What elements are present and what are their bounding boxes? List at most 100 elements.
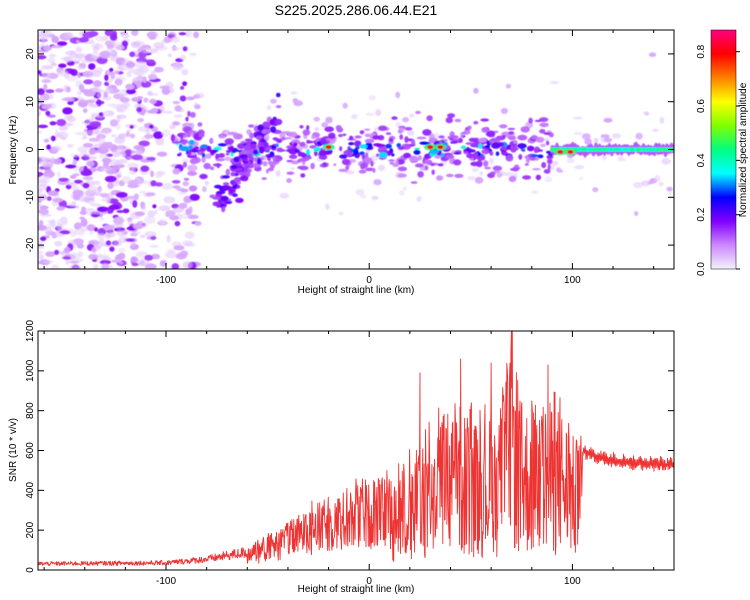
spectrogram-noise-blob <box>634 211 639 216</box>
spectrogram-band-blob <box>188 130 196 133</box>
spectrogram-noise-blob <box>81 136 87 140</box>
spectrogram-noise-blob <box>66 75 78 82</box>
spectrogram-diagonal-blob <box>212 196 221 200</box>
spectrogram-noise-blob <box>38 179 48 187</box>
spectrogram-noise-blob <box>40 236 47 242</box>
spectrogram-noise-blob <box>89 229 94 235</box>
spectrogram-diagonal-blob <box>233 177 241 183</box>
spectrogram-noise-blob <box>54 249 60 255</box>
spectrogram-band-blob <box>370 160 374 167</box>
spectrogram-noise-blob <box>178 202 188 209</box>
spectrogram-band-blob <box>417 155 422 161</box>
spectrogram-noise-blob <box>313 116 321 122</box>
colorbar-scale <box>711 30 736 269</box>
spectrogram-band-blob <box>535 136 545 143</box>
spectrogram-band-blob <box>399 127 404 133</box>
spectrogram-noise-blob <box>88 137 101 142</box>
spectrogram-noise-blob <box>117 114 127 120</box>
spectrogram-band-blob <box>248 124 255 128</box>
spectrogram-noise-blob <box>182 81 188 87</box>
spectrogram-band-blob <box>262 161 268 167</box>
spectrogram-noise-blob <box>48 53 57 58</box>
spectrogram-noise-blob <box>488 157 494 165</box>
spectrogram-band-blob <box>485 145 490 148</box>
spectrogram-band-blob <box>280 131 291 134</box>
spectrogram-noise-blob <box>113 240 122 247</box>
spectrogram-noise-blob <box>153 131 164 140</box>
spectrogram-noise-blob <box>99 259 111 265</box>
spectrogram-noise-blob <box>111 150 120 158</box>
spectrogram-band-blob <box>529 157 536 161</box>
colorbar-tick-label: 0.6 <box>696 99 707 113</box>
spectrogram-noise-blob <box>85 130 96 136</box>
spectrogram-band-blob <box>359 130 365 135</box>
spectrogram-noise-blob <box>181 158 190 163</box>
spectrogram-noise-blob <box>139 190 147 194</box>
spectrogram-noise-blob <box>654 174 661 182</box>
spectrogram-noise-blob <box>409 113 415 118</box>
spectrogram-noise-blob <box>51 36 60 44</box>
spectrogram-noise-blob <box>266 105 272 110</box>
spectrogram-band-blob <box>294 148 300 153</box>
spectrogram-noise-blob <box>89 203 102 207</box>
spectrogram-noise-blob <box>107 103 116 107</box>
spectrogram-band-blob <box>541 162 547 169</box>
spectrogram-diagonal-blob <box>220 195 229 202</box>
spectrogram-band-blob <box>465 142 474 145</box>
spectrogram-band-blob <box>480 118 490 122</box>
spectrogram-noise-blob <box>163 196 176 204</box>
spectrogram-noise-blob <box>165 251 177 259</box>
spectrogram-noise-blob <box>314 127 320 132</box>
spectrogram-noise-blob <box>38 124 48 129</box>
spectrogram-noise-blob <box>131 262 139 267</box>
spectrogram-band-blob <box>365 167 375 172</box>
spectrogram-noise-blob <box>39 205 49 210</box>
spectrogram-noise-blob <box>43 138 50 143</box>
spectrogram-band-blob <box>478 138 487 143</box>
spectrogram-noise-blob <box>355 189 365 196</box>
spectrogram-noise-blob <box>574 165 585 170</box>
spectrogram-noise-blob <box>75 205 80 209</box>
spectrogram-diagonal-blob <box>256 158 262 165</box>
spectrogram-noise-blob <box>104 74 109 81</box>
spectrogram-band-blob <box>519 143 524 150</box>
spectrogram-band-blob <box>359 144 368 149</box>
spectrogram-noise-blob <box>114 136 126 145</box>
spectrogram-noise-blob <box>174 220 181 227</box>
spectrogram-noise-blob <box>143 216 156 224</box>
spectrogram-noise-blob <box>127 162 139 170</box>
spectrogram-diagonal-blob <box>214 184 222 189</box>
spectrogram-noise-blob <box>125 149 132 156</box>
spectrogram-band-blob <box>505 154 514 162</box>
spectrogram-noise-blob <box>43 195 48 200</box>
spectrogram-diagonal-blob <box>232 193 238 197</box>
spectrogram-noise-blob <box>38 254 44 261</box>
spectrogram-band-blob <box>338 168 348 172</box>
spectrogram-noise-blob <box>155 182 163 187</box>
figure-title: S225.2025.286.06.44.E21 <box>275 2 438 18</box>
spectrogram-noise-blob <box>293 100 304 107</box>
spectrogram-noise-blob <box>648 52 657 57</box>
spectrogram-band-blob <box>302 129 311 136</box>
spectrogram-noise-blob <box>52 197 64 203</box>
spectrogram-band-blob <box>491 142 501 149</box>
spectrogram-noise-blob <box>166 234 171 243</box>
spectrogram-band-blob <box>182 134 187 138</box>
spectrogram-band-blob <box>547 164 551 171</box>
spectrogram-band-blob <box>215 158 225 162</box>
spectrogram-noise-blob <box>97 253 103 260</box>
spectrogram-noise-blob <box>416 196 422 202</box>
spectrogram-noise-blob <box>170 134 176 142</box>
spectrogram-noise-blob <box>150 253 161 260</box>
spectrogram-noise-blob <box>145 59 156 64</box>
spectrogram-band-blob <box>297 151 303 157</box>
spectrogram-noise-blob <box>195 92 205 99</box>
spectrogram-band-blob <box>328 132 336 139</box>
spectrogram-band-blob <box>388 159 395 162</box>
spectrogram-noise-blob <box>617 158 627 162</box>
spectrogram-noise-blob <box>133 193 139 201</box>
spectrogram-noise-blob <box>86 160 95 167</box>
spectrogram-band-blob <box>217 143 227 147</box>
spectrogram-y-tick-label: 0 <box>25 146 36 152</box>
spectrogram-band-blob <box>286 178 292 184</box>
